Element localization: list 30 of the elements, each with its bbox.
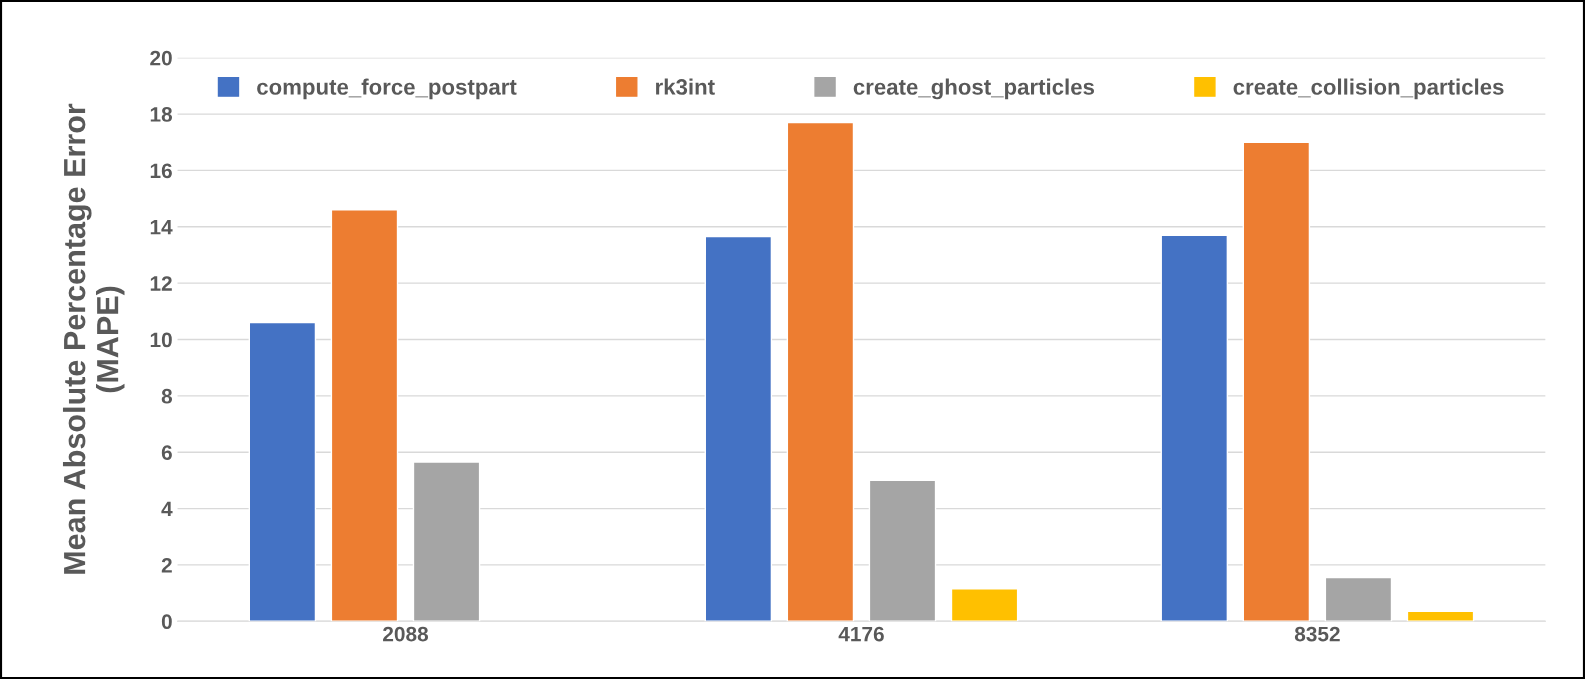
bar bbox=[786, 121, 855, 622]
bar bbox=[248, 321, 317, 622]
y-tick-label: 14 bbox=[150, 220, 173, 235]
x-tick-label: 4176 bbox=[838, 626, 884, 642]
legend-label: create_ghost_particles bbox=[853, 78, 1095, 100]
bar bbox=[1160, 234, 1229, 622]
y-tick-label: 16 bbox=[150, 163, 172, 179]
y-tick-label: 18 bbox=[150, 107, 173, 122]
legend-label: create_collision_particles bbox=[1233, 78, 1504, 100]
bar bbox=[1406, 610, 1475, 622]
y-tick-label: 0 bbox=[161, 614, 172, 630]
legend-label: rk3int bbox=[656, 78, 715, 95]
y-tick-label: 6 bbox=[161, 445, 172, 460]
bar bbox=[330, 209, 399, 622]
bar bbox=[868, 479, 937, 622]
bar bbox=[1324, 576, 1393, 622]
y-tick-label: 10 bbox=[150, 332, 172, 348]
y-tick-label: 12 bbox=[150, 276, 172, 291]
x-tick-label: 8352 bbox=[1294, 626, 1340, 642]
bar bbox=[1242, 141, 1311, 622]
legend-label: compute_force_postpart bbox=[257, 78, 517, 100]
y-tick-label: 8 bbox=[161, 388, 173, 404]
y-tick-label: 4 bbox=[161, 501, 173, 517]
y-tick-label: 20 bbox=[150, 50, 172, 66]
y-axis-title: Mean Absolute Percentage Error (MAPE) bbox=[62, 103, 125, 574]
y-tick-label: 2 bbox=[161, 557, 172, 573]
bar bbox=[704, 235, 773, 622]
bar bbox=[950, 588, 1019, 622]
bar bbox=[412, 461, 481, 622]
x-tick-label: 2088 bbox=[383, 626, 429, 642]
